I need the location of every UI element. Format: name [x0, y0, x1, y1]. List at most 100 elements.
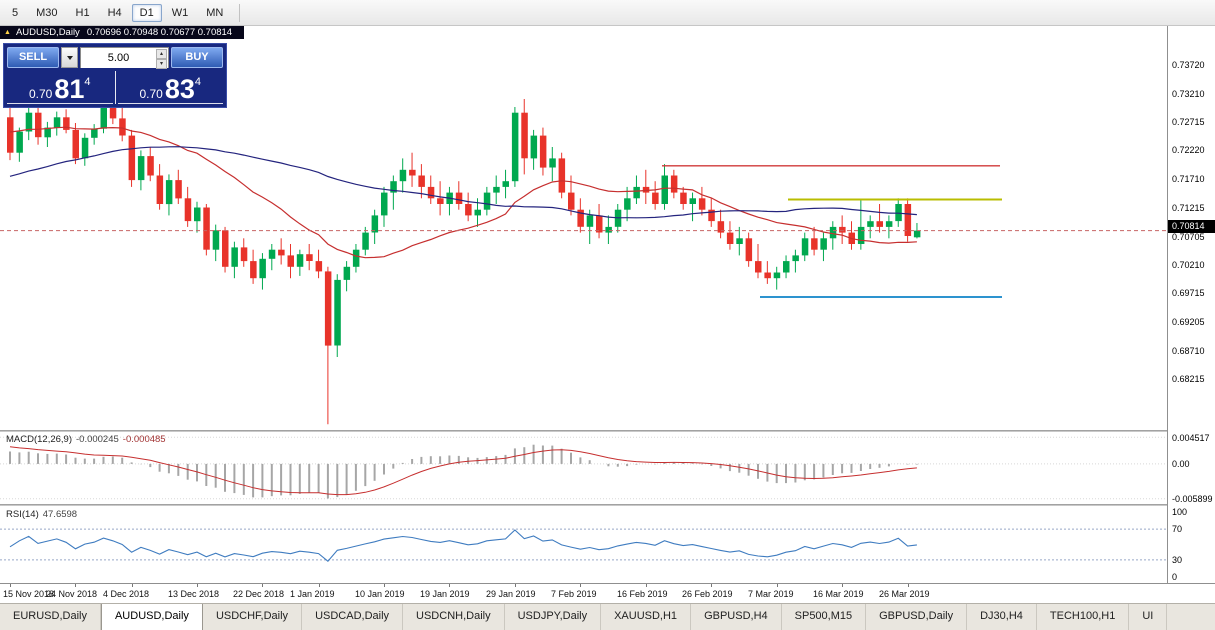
chart-window-icon: ▲ — [4, 28, 11, 36]
date-axis-label: 26 Feb 2019 — [682, 589, 733, 599]
current-price-badge: 0.70814 — [1168, 220, 1215, 233]
buy-button[interactable]: BUY — [171, 47, 223, 68]
date-axis-label: 26 Mar 2019 — [879, 589, 930, 599]
chart-tab-usdcad-daily[interactable]: USDCAD,Daily — [302, 604, 404, 630]
rsi-value: 47.6598 — [42, 509, 78, 520]
volume-field: ▴ ▾ — [80, 47, 169, 69]
chart-tab-gbpusd-h4[interactable]: GBPUSD,H4 — [691, 604, 782, 630]
date-axis-label: 7 Mar 2019 — [748, 589, 794, 599]
sell-price-pips: 81 — [54, 74, 85, 104]
chart-area[interactable]: ▲ AUDUSD,Daily 0.70696 0.70948 0.70677 0… — [0, 26, 1215, 603]
macd-main-value: -0.000245 — [76, 434, 119, 445]
rsi-name: RSI(14) — [6, 509, 39, 520]
buy-price-pips: 83 — [164, 74, 195, 104]
chart-tab-xauusd-h1[interactable]: XAUUSD,H1 — [601, 604, 692, 630]
timeframe-button-h1[interactable]: H1 — [75, 6, 90, 19]
chart-tab-eurusd-daily[interactable]: EURUSD,Daily — [0, 604, 101, 630]
macd-axis-label: 0.00 — [1172, 459, 1190, 469]
price-axis-label: 0.70210 — [1172, 260, 1205, 270]
chart-tabs-bar: EURUSD,Daily AUDUSD,Daily USDCHF,Daily USDC… — [0, 603, 1215, 630]
date-axis-label: 13 Dec 2018 — [168, 589, 220, 599]
timeframe-button-h4[interactable]: H4 — [107, 6, 122, 19]
price-axis-label: 0.69205 — [1172, 317, 1205, 327]
volume-spinner: ▴ ▾ — [156, 49, 167, 69]
candles-group — [7, 94, 921, 425]
chart-title-bar: ▲ AUDUSD,Daily 0.70696 0.70948 0.70677 0… — [0, 26, 245, 39]
toolbar-separator — [239, 3, 241, 22]
date-axis-label: 24 Nov 2018 — [46, 589, 98, 599]
timeframe-button-mn[interactable]: MN — [206, 6, 224, 19]
date-axis-tick — [75, 584, 76, 587]
date-axis-label: 4 Dec 2018 — [103, 589, 150, 599]
chart-tab-usdjpy-daily[interactable]: USDJPY,Daily — [505, 604, 602, 630]
price-divider — [114, 71, 116, 104]
buy-price-point: 4 — [194, 76, 202, 88]
date-axis-label: 15 Nov 2018 — [3, 589, 55, 599]
date-axis-tick — [132, 584, 133, 587]
price-axis-label: 0.68710 — [1172, 346, 1205, 356]
pane-separator[interactable] — [0, 430, 1215, 432]
macd-label: MACD(12,26,9) -0.000245 -0.000485 — [6, 434, 166, 445]
date-axis-tick — [777, 584, 778, 587]
rsi-axis-label: 70 — [1172, 524, 1183, 534]
ma-fast-line — [9, 126, 917, 259]
chart-tab-sp500-m15[interactable]: SP500,M15 — [782, 604, 867, 630]
date-axis-label: 16 Feb 2019 — [617, 589, 668, 599]
chart-tab-usdchf-daily[interactable]: USDCHF,Daily — [203, 604, 303, 630]
sell-price-figure: 0.70 — [28, 87, 53, 101]
buy-price-display[interactable]: 0.70 83 4 — [117, 74, 223, 104]
trade-prices-row: 0.70 81 4 0.70 83 4 — [7, 71, 223, 104]
caret-down-icon — [66, 55, 73, 60]
date-axis-tick — [319, 584, 320, 587]
date-axis-label: 16 Mar 2019 — [813, 589, 864, 599]
timeframe-button-5[interactable]: 5 — [12, 6, 19, 19]
ma-slow-line — [9, 146, 917, 219]
volume-input[interactable] — [81, 48, 168, 68]
price-axis-label: 0.71215 — [1172, 203, 1205, 213]
date-axis-tick — [384, 584, 385, 587]
buy-price-figure: 0.70 — [139, 87, 163, 101]
trade-controls-row: SELL ▴ ▾ BUY — [7, 47, 223, 69]
chart-tab-ui[interactable]: UI — [1129, 604, 1168, 630]
date-axis-label: 19 Jan 2019 — [420, 589, 470, 599]
date-axis[interactable]: 15 Nov 2018 24 Nov 2018 4 Dec 2018 13 Dec 2… — [0, 583, 1215, 603]
rsi-indicator-chart[interactable] — [0, 506, 1167, 583]
volume-decrease-button[interactable]: ▾ — [156, 59, 167, 69]
candlestick-chart[interactable] — [0, 26, 1167, 430]
date-axis-tick — [10, 584, 11, 587]
rsi-label: RSI(14) 47.6598 — [6, 509, 77, 520]
date-axis-tick — [842, 584, 843, 587]
macd-axis-label: -0.005899 — [1172, 494, 1213, 504]
chart-tab-usdcnh-daily[interactable]: USDCNH,Daily — [403, 604, 505, 630]
price-axis-label: 0.73720 — [1172, 60, 1205, 70]
price-axis[interactable]: 0.73720 0.73210 0.72715 0.72220 0.71710 0.712… — [1167, 26, 1215, 583]
date-axis-tick — [515, 584, 516, 587]
rsi-axis-label: 30 — [1172, 555, 1183, 565]
macd-signal-value: -0.000485 — [122, 434, 166, 445]
timeframe-button-w1[interactable]: W1 — [171, 6, 189, 19]
macd-indicator-chart[interactable] — [0, 432, 1167, 504]
price-axis-label: 0.69715 — [1172, 288, 1205, 298]
price-axis-label: 0.71710 — [1172, 174, 1205, 184]
rsi-line — [9, 529, 917, 562]
pane-separator[interactable] — [0, 504, 1215, 506]
sell-price-point: 4 — [84, 76, 91, 88]
date-axis-label: 22 Dec 2018 — [233, 589, 285, 599]
date-axis-tick — [908, 584, 909, 587]
chart-tab-dj30-h4[interactable]: DJ30,H4 — [967, 604, 1037, 630]
rsi-axis-label: 100 — [1172, 507, 1188, 517]
sell-button[interactable]: SELL — [7, 47, 59, 68]
sell-price-display[interactable]: 0.70 81 4 — [7, 76, 113, 104]
chart-tab-gbpusd-daily[interactable]: GBPUSD,Daily — [866, 604, 968, 630]
chart-tab-audusd-daily[interactable]: AUDUSD,Daily — [100, 604, 203, 630]
date-axis-label: 7 Feb 2019 — [551, 589, 597, 599]
macd-name: MACD(12,26,9) — [6, 434, 72, 445]
timeframe-button-m30[interactable]: M30 — [36, 6, 58, 19]
volume-dropdown-button[interactable] — [61, 47, 78, 68]
chart-tab-tech100-h1[interactable]: TECH100,H1 — [1037, 604, 1130, 630]
chart-symbol-label: AUDUSD,Daily — [15, 27, 80, 38]
volume-increase-button[interactable]: ▴ — [156, 49, 167, 59]
timeframe-button-d1[interactable]: D1 — [131, 3, 162, 22]
price-axis-label: 0.68215 — [1172, 374, 1205, 384]
macd-signal-line — [9, 446, 917, 496]
